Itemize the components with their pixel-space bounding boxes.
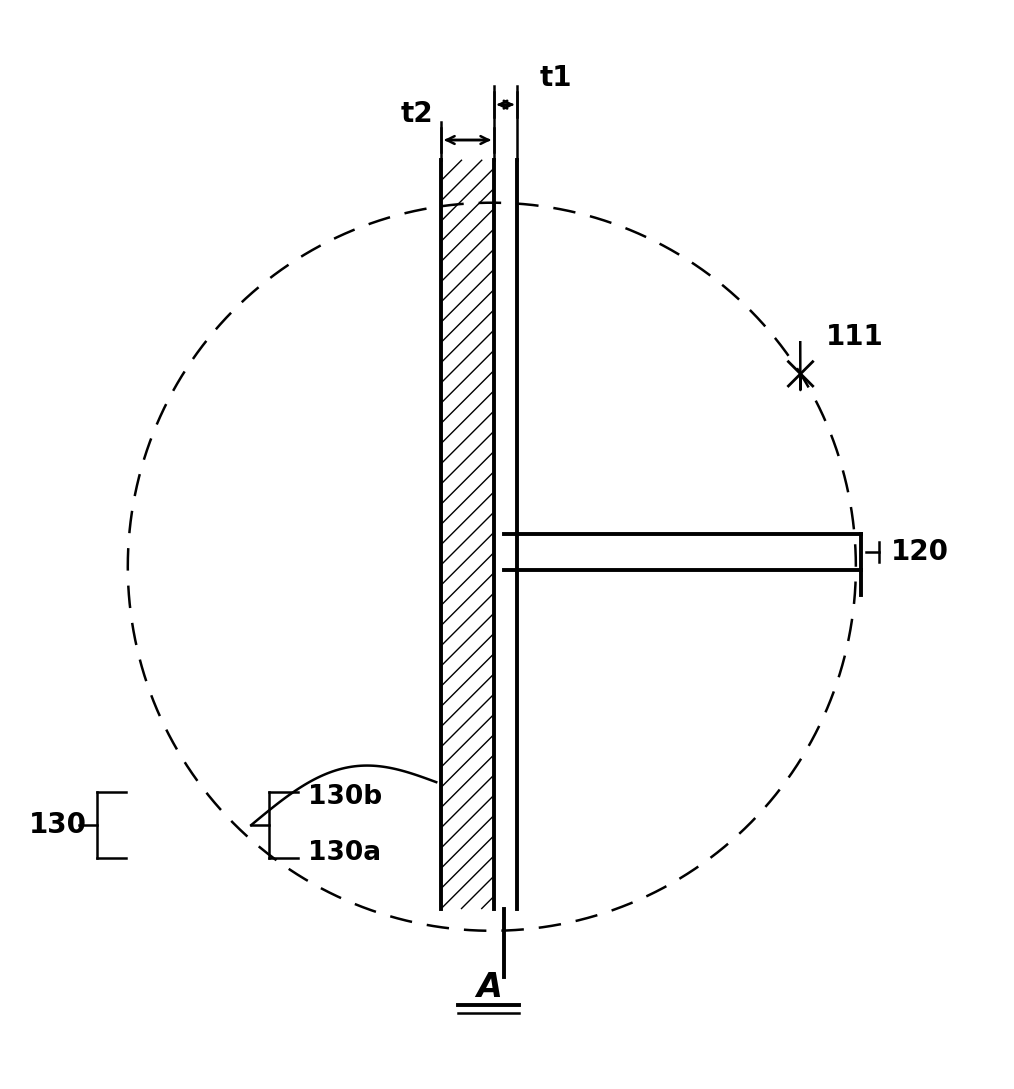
Text: t1: t1 [539, 64, 572, 93]
Text: t2: t2 [401, 100, 433, 127]
Text: 130b: 130b [308, 784, 382, 810]
Text: 120: 120 [891, 538, 949, 566]
Text: A: A [476, 971, 502, 1004]
Text: 111: 111 [825, 323, 883, 351]
Text: 130a: 130a [308, 840, 381, 866]
Text: 130: 130 [29, 811, 87, 840]
